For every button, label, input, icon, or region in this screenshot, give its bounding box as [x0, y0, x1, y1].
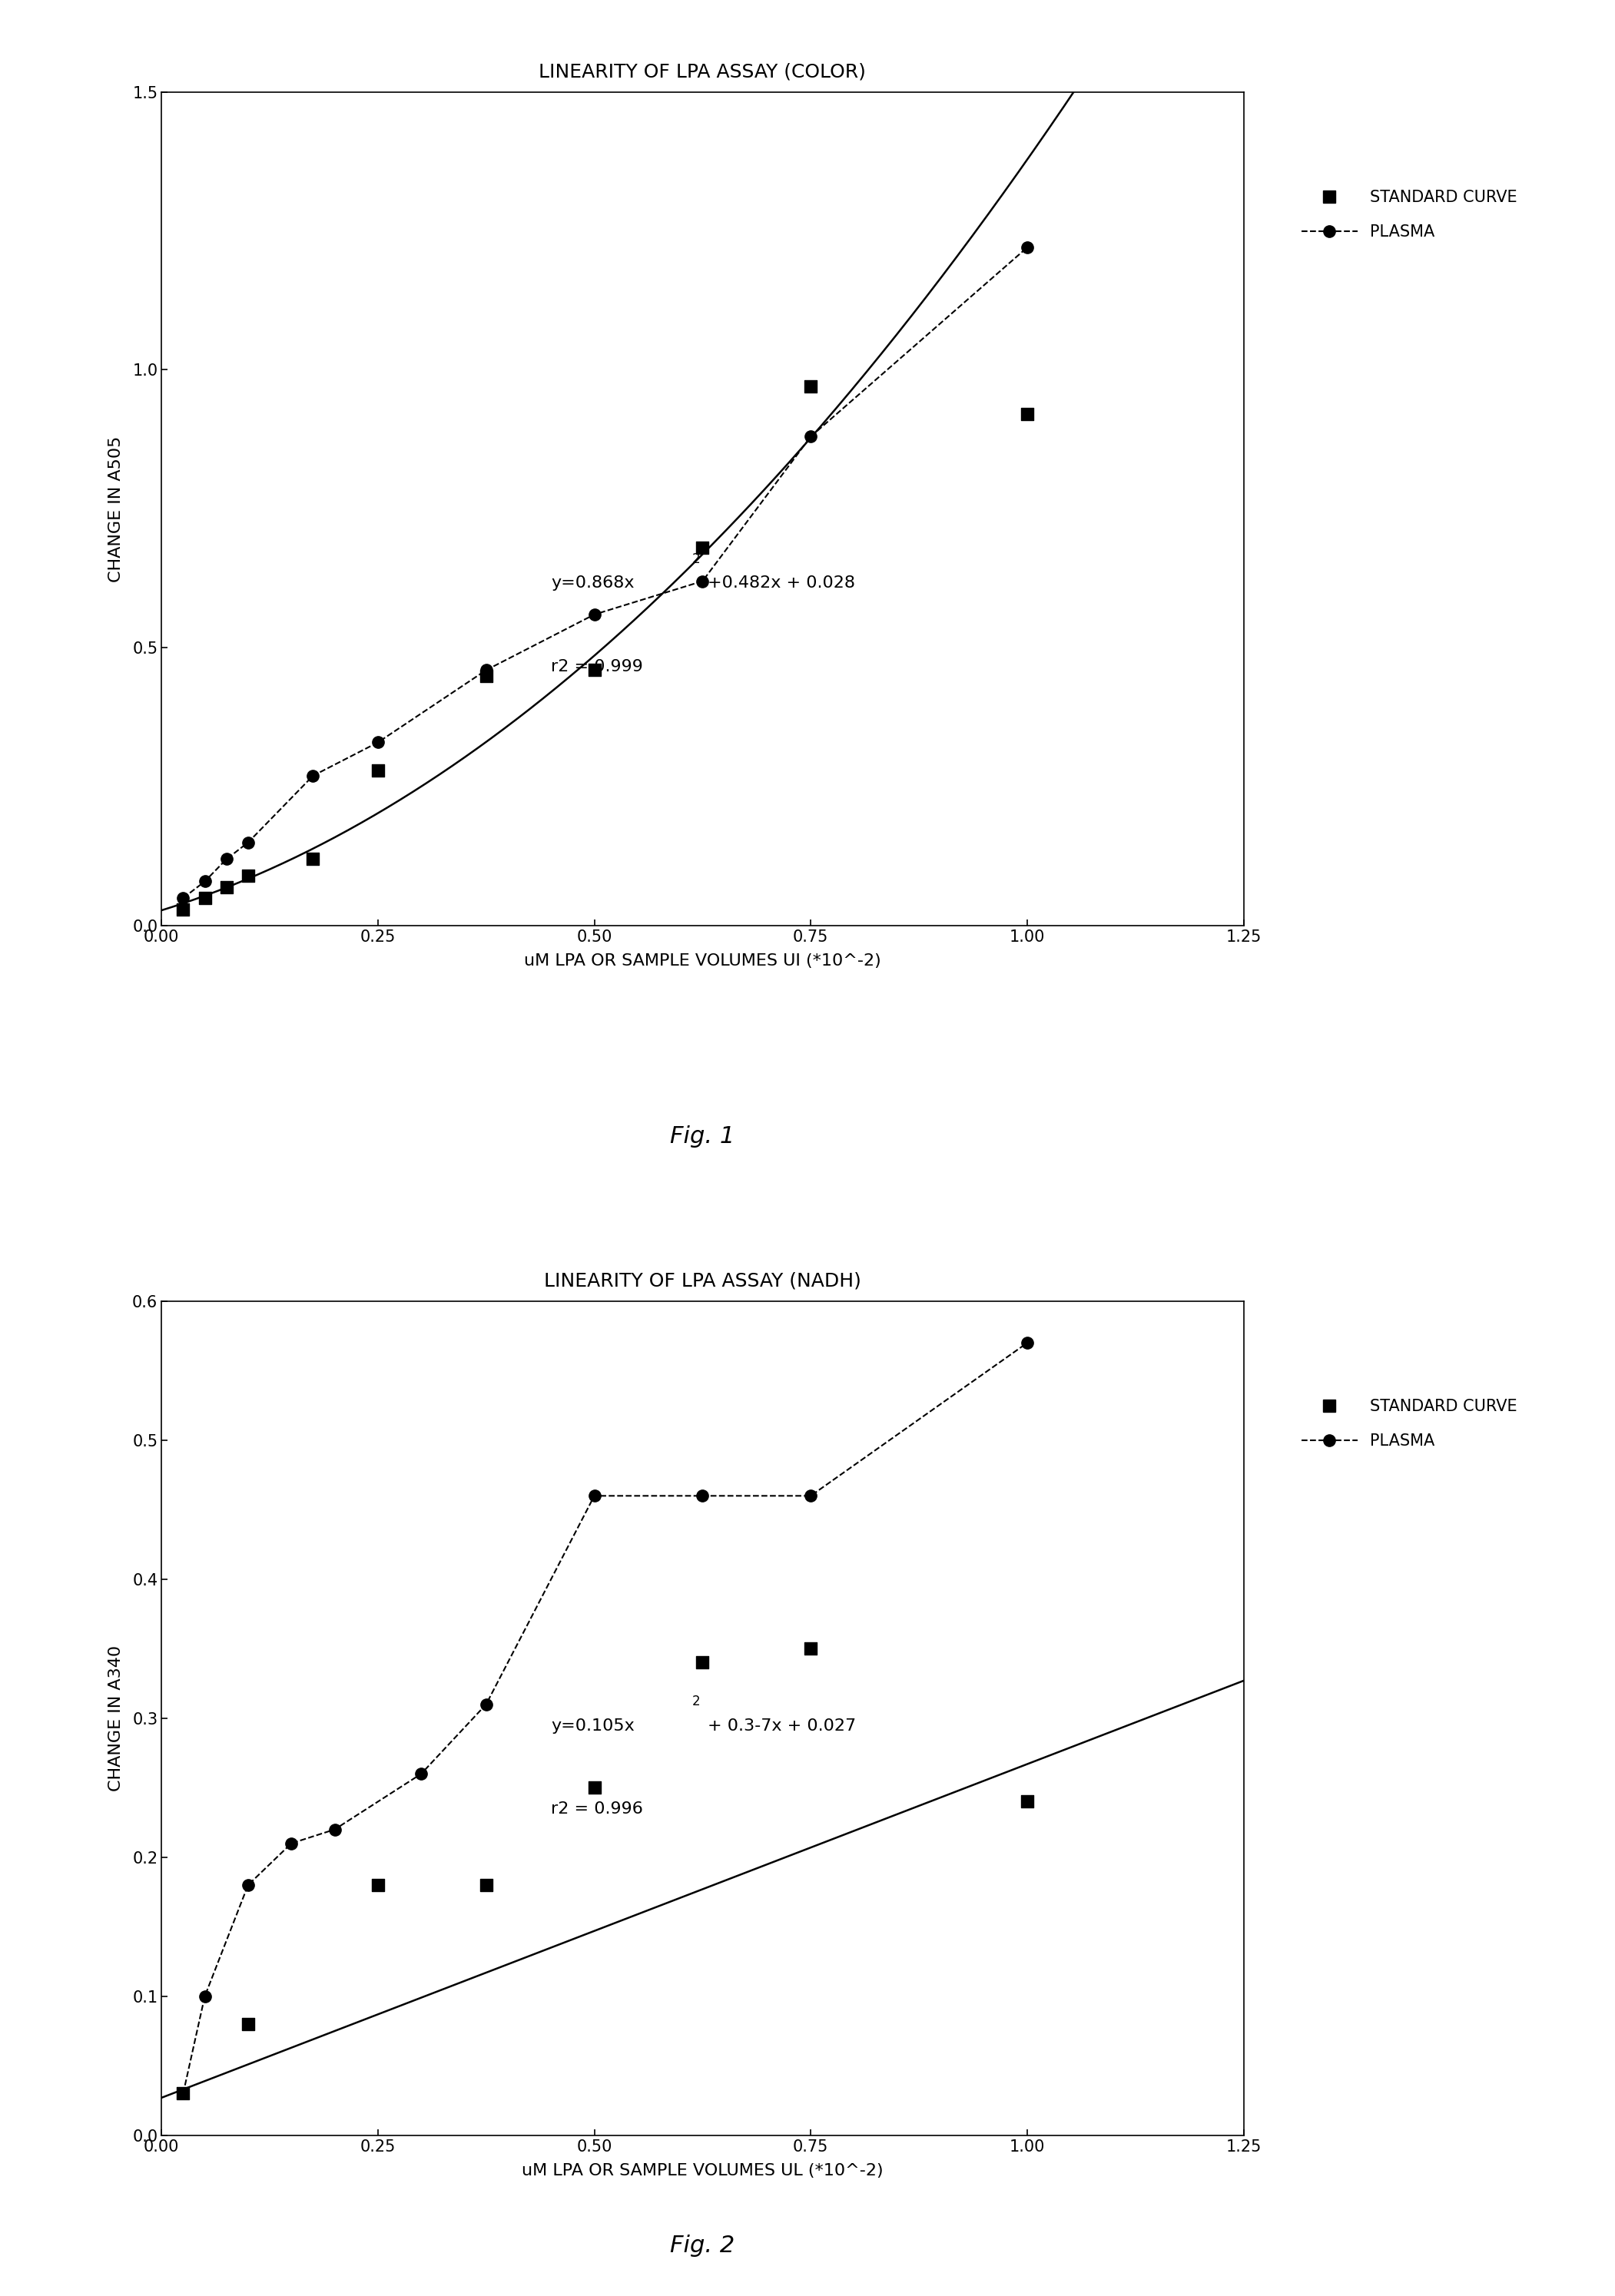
Text: +0.482x + 0.028: +0.482x + 0.028 [707, 576, 856, 590]
Text: Fig. 2: Fig. 2 [670, 2234, 735, 2257]
X-axis label: uM LPA OR SAMPLE VOLUMES UI (*10^-2): uM LPA OR SAMPLE VOLUMES UI (*10^-2) [523, 953, 882, 969]
Point [1014, 1784, 1040, 1821]
Point [473, 1867, 499, 1903]
Point [581, 652, 607, 689]
Point [798, 1630, 824, 1667]
Point [473, 657, 499, 693]
Legend: STANDARD CURVE, PLASMA: STANDARD CURVE, PLASMA [1295, 184, 1523, 246]
Point [690, 530, 715, 567]
Point [192, 879, 218, 916]
Y-axis label: CHANGE IN A340: CHANGE IN A340 [108, 1646, 124, 1791]
Text: + 0.3-7x + 0.027: + 0.3-7x + 0.027 [707, 1717, 856, 1733]
Legend: STANDARD CURVE, PLASMA: STANDARD CURVE, PLASMA [1295, 1394, 1523, 1456]
Text: y=0.868x: y=0.868x [551, 576, 635, 590]
Point [798, 367, 824, 404]
Y-axis label: CHANGE IN A505: CHANGE IN A505 [108, 436, 124, 581]
Point [213, 868, 239, 905]
Point [300, 840, 326, 877]
Text: y=0.105x: y=0.105x [551, 1717, 635, 1733]
Text: r2 = 0.996: r2 = 0.996 [551, 1802, 643, 1816]
Text: Fig. 1: Fig. 1 [670, 1125, 735, 1148]
Point [365, 751, 391, 788]
Point [581, 1770, 607, 1807]
Point [690, 1644, 715, 1681]
Title: LINEARITY OF LPA ASSAY (NADH): LINEARITY OF LPA ASSAY (NADH) [544, 1272, 861, 1290]
Point [236, 2007, 262, 2043]
Point [1014, 395, 1040, 432]
Text: 2: 2 [691, 553, 699, 567]
Title: LINEARITY OF LPA ASSAY (COLOR): LINEARITY OF LPA ASSAY (COLOR) [539, 62, 866, 80]
Text: r2 = 0.999: r2 = 0.999 [551, 659, 643, 675]
Point [365, 1867, 391, 1903]
Point [170, 891, 195, 928]
Point [236, 856, 262, 893]
X-axis label: uM LPA OR SAMPLE VOLUMES UL (*10^-2): uM LPA OR SAMPLE VOLUMES UL (*10^-2) [522, 2163, 883, 2179]
Text: 2: 2 [691, 1694, 699, 1708]
Point [170, 2076, 195, 2112]
